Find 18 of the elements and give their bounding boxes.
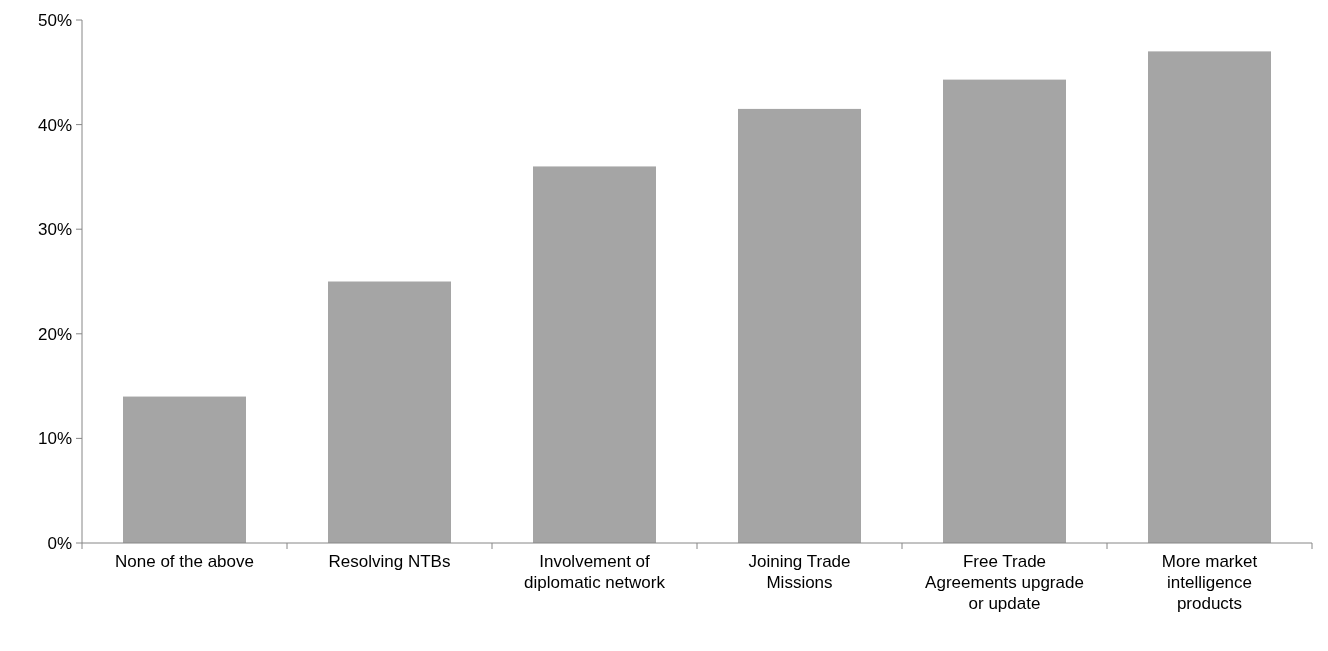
y-tick-label: 20% (37, 324, 72, 344)
y-tick-label: 50% (37, 10, 72, 30)
bar (123, 396, 246, 543)
y-tick-label: 0% (47, 533, 72, 553)
x-tick-label: More market intelligence products (1161, 552, 1258, 613)
x-tick-label: Resolving NTBs (328, 552, 451, 571)
bar (533, 166, 656, 543)
y-tick-label: 10% (37, 429, 72, 449)
x-tick-label: None of the above (115, 552, 254, 571)
bar (328, 281, 451, 543)
x-tick-label: Joining Trade Missions (748, 552, 851, 592)
bar (738, 108, 861, 543)
y-tick-label: 30% (37, 220, 72, 240)
bar (1148, 51, 1271, 543)
bar (943, 79, 1066, 543)
x-tick-label: Involvement of diplomatic network (524, 552, 666, 592)
x-tick-label: Free Trade Agreements upgrade or update (925, 552, 1084, 613)
y-tick-label: 40% (37, 115, 72, 135)
